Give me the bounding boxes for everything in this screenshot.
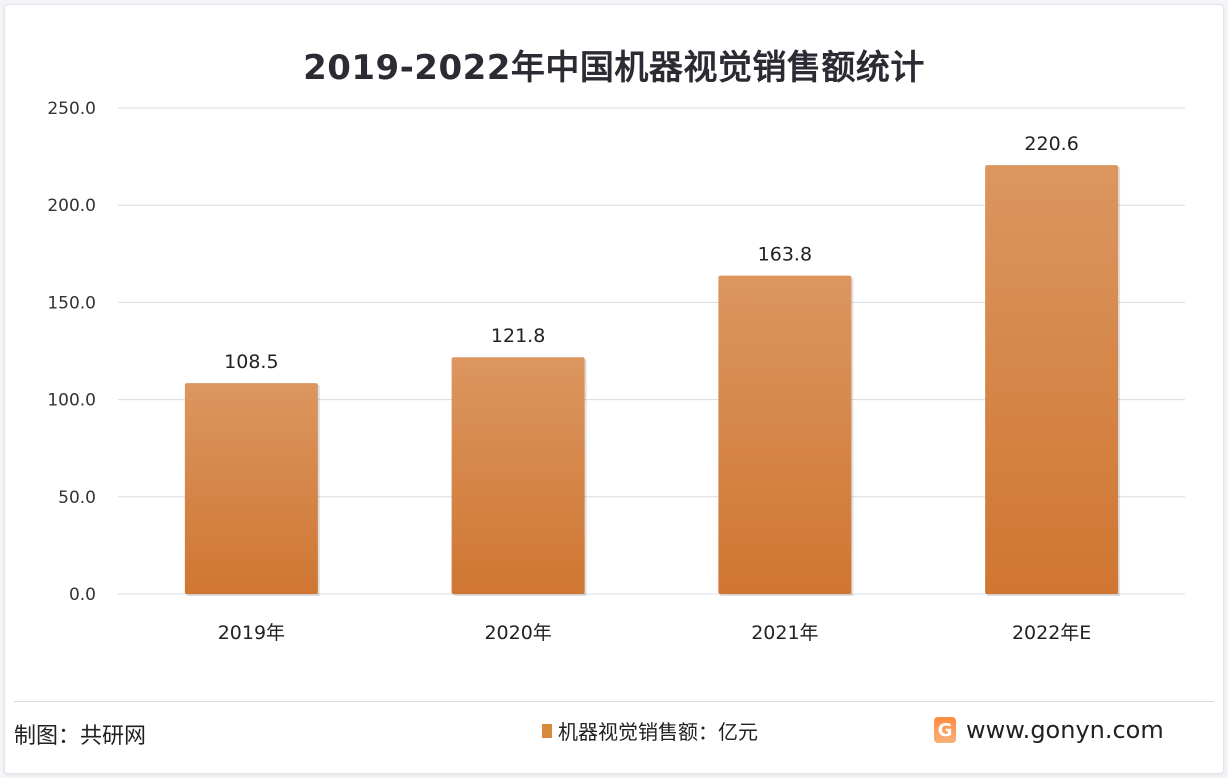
data-label: 108.5 xyxy=(224,351,278,373)
legend-label: 机器视觉销售额：亿元 xyxy=(558,720,758,744)
site-url: www.gonyn.com xyxy=(966,716,1164,744)
data-label: 121.8 xyxy=(491,325,545,347)
site-brand: G www.gonyn.com xyxy=(934,716,1164,744)
bar xyxy=(718,275,852,594)
x-tick-label: 2021年 xyxy=(751,622,818,644)
chart-title: 2019-2022年中国机器视觉销售额统计 xyxy=(303,48,925,88)
footer-divider xyxy=(14,701,1214,702)
bar xyxy=(184,383,318,594)
y-tick-label: 100.0 xyxy=(47,391,96,411)
legend: 机器视觉销售额：亿元 xyxy=(542,716,758,745)
bar xyxy=(985,165,1119,594)
bar-chart: 0.0 50.0 100.0 150.0 200.0 250.0 108.5 2019年 121… xyxy=(47,99,1185,644)
x-tick-label: 2022年E xyxy=(1012,622,1091,644)
legend-swatch xyxy=(542,723,552,738)
credit-text: 制图：共研网 xyxy=(14,724,147,749)
data-label: 163.8 xyxy=(758,244,812,266)
y-tick-label: 250.0 xyxy=(47,99,96,119)
bar xyxy=(451,357,585,594)
gonyn-logo-icon: G xyxy=(934,717,956,743)
data-label: 220.6 xyxy=(1024,133,1078,155)
y-tick-label: 0.0 xyxy=(69,585,96,605)
y-tick-label: 50.0 xyxy=(58,488,96,508)
x-tick-label: 2019年 xyxy=(218,622,285,644)
x-tick-label: 2020年 xyxy=(484,622,551,644)
y-tick-label: 200.0 xyxy=(47,196,96,216)
y-tick-label: 150.0 xyxy=(47,293,96,313)
